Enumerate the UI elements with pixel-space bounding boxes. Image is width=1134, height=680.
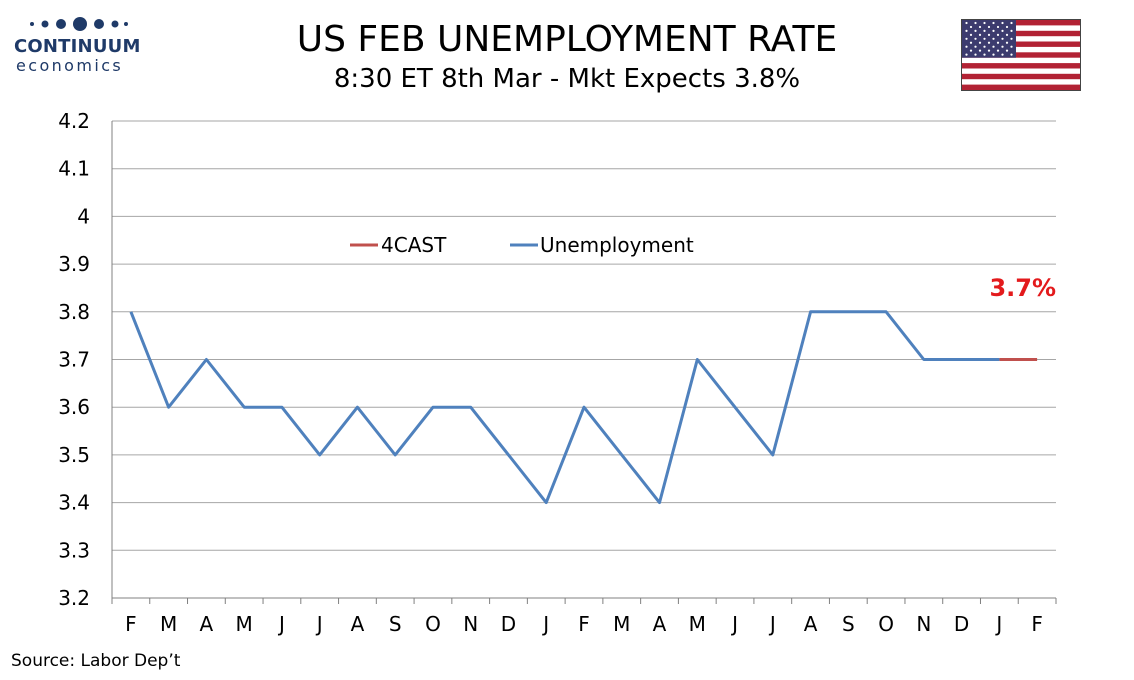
logo-dots-icon [30,17,128,31]
y-tick-label: 3.3 [58,538,90,562]
x-tick-label: F [125,612,137,636]
x-tick-label: O [425,612,441,636]
legend-4cast-label: 4CAST [381,233,447,257]
x-tick-label: S [389,612,402,636]
x-tick-label: A [351,612,365,636]
x-tick-label: M [613,612,630,636]
x-tick-label: A [200,612,214,636]
continuum-economics-logo: CONTINUUM economics [14,14,144,76]
x-tick-label: N [463,612,478,636]
x-tick-label: J [730,612,738,636]
forecast-annotation: 3.7% [989,274,1056,302]
x-tick-label: J [315,612,323,636]
y-tick-label: 4 [77,204,90,228]
y-tick-label: 3.2 [58,586,90,610]
chart-subtitle: 8:30 ET 8th Mar - Mkt Expects 3.8% [333,64,801,94]
x-tick-label: N [916,612,931,636]
x-tick-label: A [804,612,818,636]
y-tick-label: 3.8 [58,300,90,324]
y-tick-label: 4.1 [58,157,90,181]
x-tick-label: O [878,612,894,636]
y-tick-label: 4.2 [58,109,90,133]
x-tick-label: M [236,612,253,636]
y-tick-label: 3.5 [58,443,90,467]
x-tick-label: J [994,612,1002,636]
y-tick-label: 3.6 [58,395,90,419]
y-tick-label: 3.4 [58,491,90,515]
us-flag-icon [961,19,1081,91]
x-tick-label: J [768,612,776,636]
x-tick-label: M [689,612,706,636]
x-tick-label: J [277,612,285,636]
x-tick-label: D [954,612,969,636]
chart-title: US FEB UNEMPLOYMENT RATE [296,19,838,60]
logo-sub: economics [16,56,124,75]
x-tick-label: S [842,612,855,636]
x-tick-label: J [541,612,549,636]
x-tick-label: M [160,612,177,636]
x-tick-label: A [653,612,667,636]
source-note: Source: Labor Dep’t [11,651,181,671]
x-tick-label: F [578,612,590,636]
legend-unemployment-label: Unemployment [540,233,694,257]
x-tick-label: F [1031,612,1043,636]
logo-brand: CONTINUUM [14,36,141,57]
unemployment-series-line [129,310,1000,505]
y-tick-label: 3.9 [58,252,90,276]
x-tick-label: D [501,612,516,636]
y-tick-label: 3.7 [58,348,90,372]
